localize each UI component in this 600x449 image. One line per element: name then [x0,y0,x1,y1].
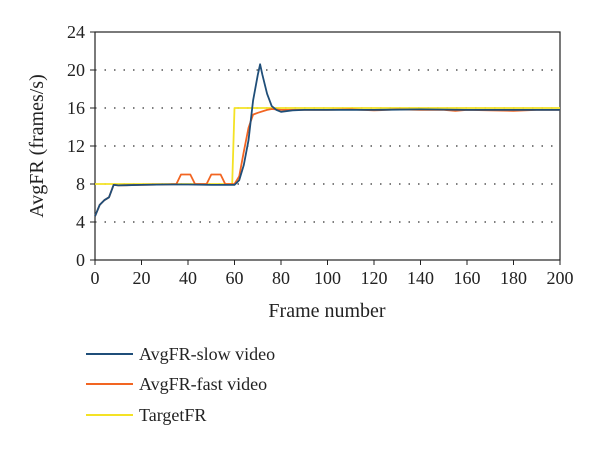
y-tick-label: 8 [76,174,85,194]
tick-labels: 0 4 8 12 16 20 24 0 20 40 60 80 100 120 140 160 180 200 [67,22,574,288]
x-tick-label: 40 [179,268,197,288]
plot-area [94,31,561,261]
x-tick-label: 60 [226,268,244,288]
series-line-0 [94,63,560,217]
y-tick-label: 16 [67,98,85,118]
y-tick-label: 0 [76,250,85,270]
x-tick-label: 20 [133,268,151,288]
x-tick-label: 200 [547,268,574,288]
legend-label: TargetFR [139,405,206,425]
legend: AvgFR-slow video AvgFR-fast video TargetFR [86,344,275,425]
x-tick-label: 140 [407,268,434,288]
y-axis-title: AvgFR (frames/s) [26,74,48,218]
x-tick-label: 80 [272,268,290,288]
x-axis-title: Frame number [268,300,386,322]
series-lines [94,63,560,217]
x-tick-label: 0 [91,268,100,288]
x-tick-label: 100 [314,268,341,288]
y-tick-label: 24 [67,22,85,42]
y-tick-label: 20 [67,60,85,80]
axis-ticks [90,31,561,265]
y-tick-label: 12 [67,136,85,156]
x-tick-label: 160 [454,268,481,288]
x-tick-label: 120 [361,268,388,288]
y-tick-label: 4 [76,212,85,232]
legend-label: AvgFR-slow video [139,344,275,364]
x-tick-label: 180 [500,268,527,288]
legend-label: AvgFR-fast video [139,374,267,394]
